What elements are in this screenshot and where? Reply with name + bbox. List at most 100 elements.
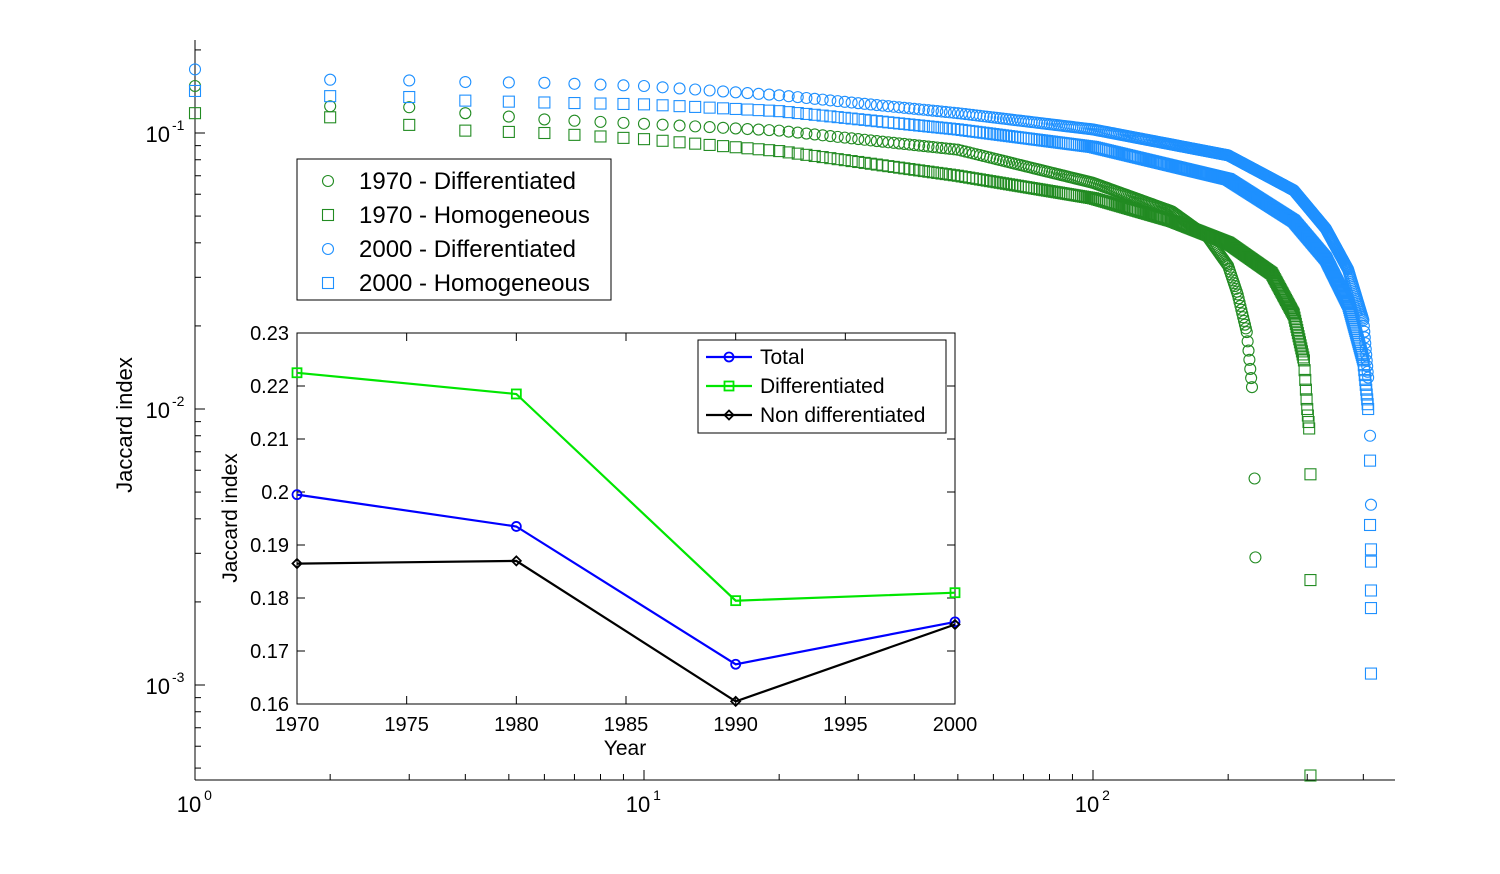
legend-entry-2000-homogeneous: 2000 - Homogeneous <box>321 270 590 297</box>
data-point <box>917 165 930 178</box>
data-point <box>831 130 844 143</box>
data-point <box>800 107 813 120</box>
data-point <box>1363 454 1377 467</box>
data-point <box>893 137 906 150</box>
data-point <box>1288 311 1301 324</box>
data-point <box>459 75 472 89</box>
inset-series-non-differentiated <box>291 555 961 708</box>
data-point <box>852 113 865 126</box>
inset-legend-label: Non differentiated <box>760 404 925 427</box>
inset-legend-entry-differentiated: Differentiated <box>706 375 885 398</box>
data-point <box>538 96 551 109</box>
data-point <box>773 105 786 118</box>
inset-legend-label: Differentiated <box>760 375 885 398</box>
inset-legend-marker <box>723 409 735 421</box>
legend-label: 2000 - Homogeneous <box>359 270 590 297</box>
main-x-tick-label: 10 <box>1075 792 1099 817</box>
inset-data-point <box>949 618 961 631</box>
data-point <box>791 91 804 104</box>
data-point <box>594 130 607 143</box>
data-point <box>637 133 651 146</box>
data-point <box>1364 667 1378 680</box>
inset-legend-marker <box>723 380 735 392</box>
data-point <box>973 109 986 122</box>
inset-x-tick-label: 2000 <box>933 714 978 736</box>
data-point <box>931 141 944 154</box>
data-point <box>689 83 702 96</box>
main-y-tick-label: 10 <box>146 398 170 423</box>
inset-series-line <box>296 493 956 666</box>
main-x-tick-labels: 10 0 10 1 10 2 <box>177 787 1110 817</box>
data-point <box>922 104 935 117</box>
data-point <box>926 166 939 179</box>
inset-xlabel: Year <box>604 737 646 760</box>
data-point <box>1297 354 1311 367</box>
data-point <box>935 105 948 118</box>
data-point <box>838 95 851 108</box>
data-point <box>703 138 716 151</box>
data-point <box>673 82 686 95</box>
data-point <box>594 115 607 128</box>
data-point <box>1300 393 1313 406</box>
data-point <box>791 147 804 160</box>
data-point <box>908 163 921 176</box>
data-point <box>800 148 813 161</box>
legend-marker <box>321 208 335 222</box>
data-point <box>763 104 776 117</box>
inset-y-tick-label: 0.22 <box>250 376 289 398</box>
legend-marker <box>321 276 335 290</box>
inset-legend-marker <box>723 351 735 363</box>
data-point <box>816 151 829 164</box>
data-point <box>568 128 581 141</box>
data-point <box>1292 330 1305 343</box>
data-point <box>1301 409 1314 422</box>
data-point <box>538 76 551 89</box>
data-point <box>824 130 837 143</box>
data-point <box>913 103 926 116</box>
data-point <box>838 131 851 144</box>
data-point <box>594 97 607 110</box>
data-point <box>188 107 202 120</box>
inset-x-tick-labels: 1970 1975 1980 1985 1990 1995 2000 <box>275 714 978 736</box>
inset-x-tick-label: 1995 <box>823 714 868 736</box>
data-point <box>908 138 921 152</box>
series-2000-differentiated <box>188 63 1378 511</box>
data-point <box>538 113 551 126</box>
inset-y-tick-label: 0.18 <box>250 588 289 610</box>
data-point <box>1285 304 1298 317</box>
data-point <box>913 164 926 177</box>
data-point <box>870 98 883 112</box>
data-point <box>656 99 669 112</box>
data-point <box>831 153 844 166</box>
data-point <box>1302 415 1315 429</box>
data-point <box>977 173 990 187</box>
data-point <box>838 111 851 124</box>
data-point <box>1245 381 1259 394</box>
data-point <box>903 102 916 115</box>
inset-data-point <box>510 388 522 400</box>
main-axes <box>194 40 1395 781</box>
inset-data-point <box>291 489 303 501</box>
main-legend: 1970 - Differentiated 1970 - Homogeneous 2… <box>296 158 612 301</box>
data-point <box>594 78 607 91</box>
legend-label: 2000 - Differentiated <box>359 236 576 263</box>
data-point <box>689 137 702 150</box>
data-point <box>188 63 202 76</box>
data-point <box>864 134 877 147</box>
data-point <box>870 134 883 148</box>
data-point <box>502 125 515 138</box>
inset-x-tick-label: 1980 <box>494 714 539 736</box>
data-point <box>845 132 858 145</box>
data-point <box>1291 324 1304 337</box>
data-point <box>773 124 786 137</box>
main-y-tick-exponent: -2 <box>172 393 185 409</box>
legend-marker <box>321 174 335 188</box>
series-1970-homogeneous <box>188 107 1317 782</box>
main-points <box>188 63 1378 782</box>
data-point <box>763 144 776 157</box>
main-y-tick-labels: 10-110-210-3 <box>146 117 185 699</box>
data-point <box>808 149 821 163</box>
data-point <box>947 106 960 119</box>
data-point <box>917 140 930 153</box>
data-point <box>729 141 742 154</box>
